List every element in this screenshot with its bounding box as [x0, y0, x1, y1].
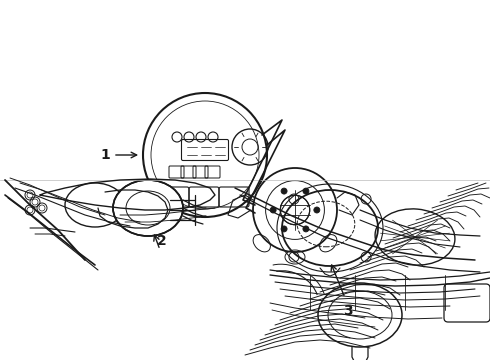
Circle shape	[280, 195, 310, 225]
Circle shape	[281, 226, 287, 232]
Text: 3: 3	[343, 304, 353, 318]
Circle shape	[314, 207, 320, 213]
Text: 1: 1	[100, 148, 110, 162]
Circle shape	[303, 226, 309, 232]
Circle shape	[253, 168, 337, 252]
Circle shape	[143, 93, 267, 217]
Circle shape	[270, 207, 276, 213]
Circle shape	[281, 188, 287, 194]
Text: 2: 2	[157, 234, 167, 248]
Ellipse shape	[113, 180, 183, 236]
Circle shape	[303, 188, 309, 194]
